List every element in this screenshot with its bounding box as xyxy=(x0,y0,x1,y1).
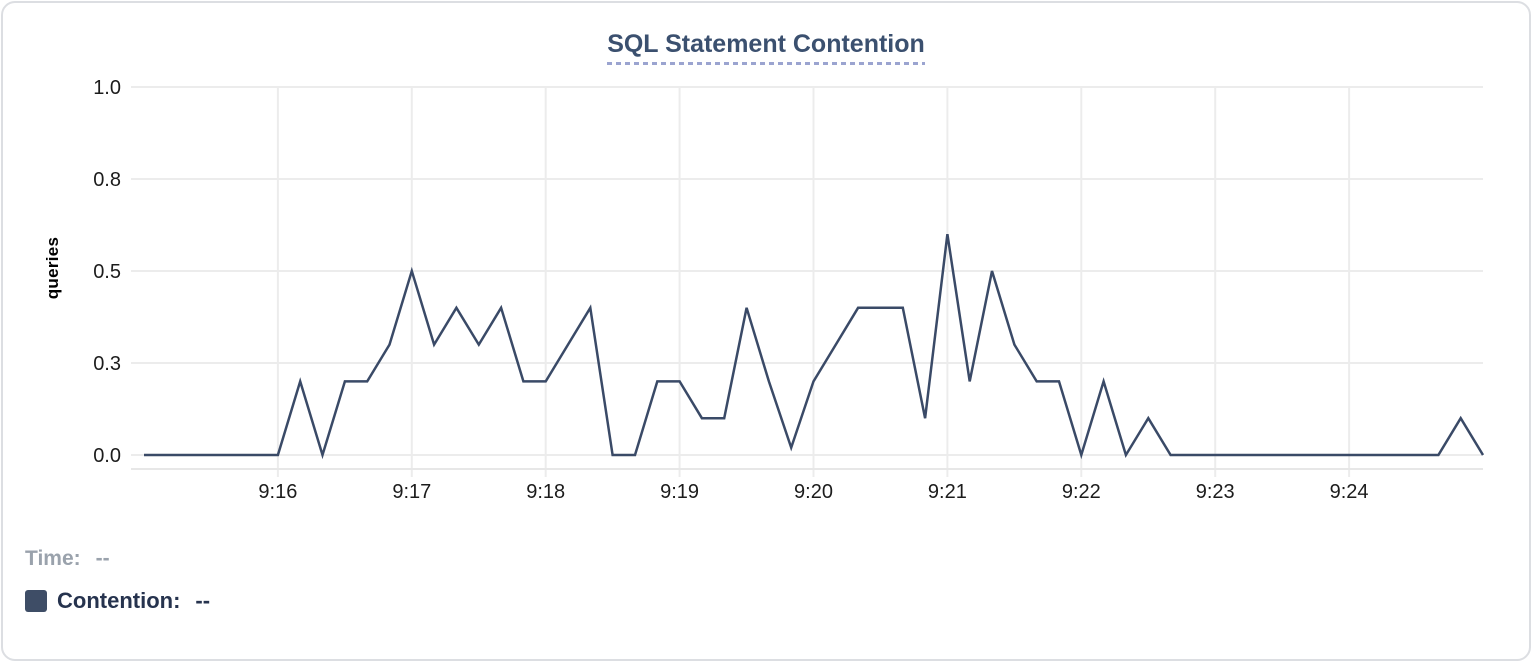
contention-series-swatch xyxy=(25,590,47,612)
x-tick-label: 9:20 xyxy=(794,481,833,503)
contention-series-line[interactable] xyxy=(144,234,1485,460)
contention-readout-row: Contention: -- xyxy=(25,588,210,614)
x-tick-label: 9:21 xyxy=(928,481,967,503)
x-tick-label: 9:16 xyxy=(258,481,297,503)
chart-title-wrap: SQL Statement Contention xyxy=(3,30,1529,65)
x-tick-label: 9:22 xyxy=(1062,481,1101,503)
x-tick-label: 9:18 xyxy=(526,481,565,503)
y-tick-label: 0.5 xyxy=(93,261,121,283)
hover-readout: Time: -- Contention: -- xyxy=(25,547,210,614)
contention-line-chart[interactable]: 0.0 0.3 0.5 0.8 1.0 9:16 9:17 9:18 9:19 9:20 9:21 9… xyxy=(3,3,1536,523)
x-tick-label: 9:24 xyxy=(1330,481,1369,503)
x-tick-label: 9:17 xyxy=(392,481,431,503)
y-tick-label: 0.8 xyxy=(93,169,121,191)
y-tick-label: 1.0 xyxy=(93,77,121,99)
y-tick-label: 0.3 xyxy=(93,353,121,375)
time-label: Time: xyxy=(25,547,81,570)
time-readout-row: Time: -- xyxy=(25,547,210,571)
contention-value: -- xyxy=(195,588,211,613)
contention-label: Contention: xyxy=(57,588,181,613)
chart-title[interactable]: SQL Statement Contention xyxy=(607,30,925,65)
x-tick-label: 9:23 xyxy=(1196,481,1235,503)
y-tick-label: 0.0 xyxy=(93,445,121,467)
x-tick-label: 9:19 xyxy=(660,481,699,503)
time-value: -- xyxy=(95,547,110,570)
